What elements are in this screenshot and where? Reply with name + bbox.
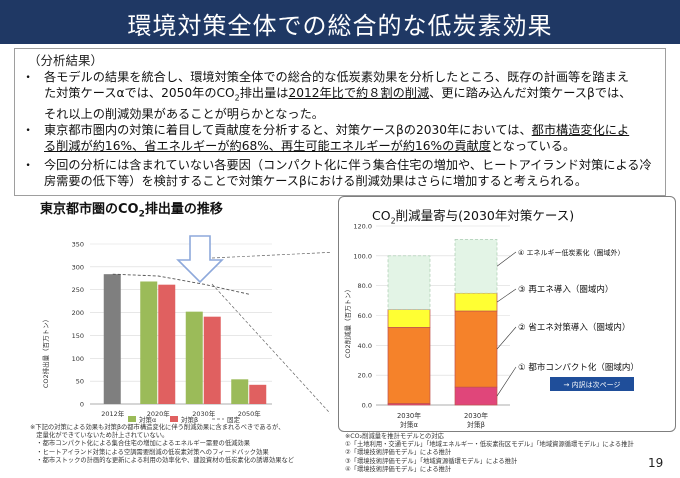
bar [140,281,158,404]
x-tick-label: 2030年 [192,409,216,418]
summary-label: （分析結果） [28,53,104,68]
bar [231,379,249,404]
note-line: ④「環境技術評価モデル」による推計 [345,465,452,473]
y-tick-label: 20.0 [358,372,372,380]
annotation-leader [496,288,517,303]
annotation-label: ④ エネルギー低炭素化（圏域外） [518,248,625,257]
connector-line [211,283,330,414]
xlabel-alpha-line1: 2030年 [397,411,421,420]
annotation-leader [496,366,517,397]
y-tick-label: 0.0 [362,402,372,410]
y-tick-label: 150 [72,332,84,340]
stacked-bar-segment [387,309,431,328]
legend-swatch-alpha [128,416,136,422]
y-tick-label: 0 [80,401,84,409]
annotation-leader [496,251,517,267]
right-chart-title: CO2削減量寄与(2030年対策ケース) [372,208,575,226]
y-tick-label: 40.0 [358,342,372,350]
note-line: 定量化ができていないため計上されていない。 [30,432,169,440]
page-number: 19 [648,456,664,470]
page-title: 環境対策全体での総合的な低炭素効果 [127,12,553,40]
legend-label-beta: 対策β [181,415,198,424]
xlabel-alpha-line2: 対策α [400,420,419,429]
annotation-leader [496,326,517,350]
legend-swatch-beta [170,416,178,422]
note-line: ※CO₂削減量を推計モデルとの対応 [345,433,444,440]
y-tick-label: 100 [72,355,84,363]
title-bar: 環境対策全体での総合的な低炭素効果 [0,0,680,44]
note-line: ①「土地利用・交通モデル」「地域エネルギー・低炭素街区モデル」「地域資源循環モデ… [345,441,634,449]
y-tick-label: 350 [72,241,84,249]
xlabel-beta-line2: 対策β [467,420,485,429]
y-tick-label: 80.0 [358,282,372,290]
x-tick-label: 2020年 [147,409,171,418]
stacked-bar-segment [387,255,431,310]
stacked-bar-segment [454,292,498,312]
bullet-1-line-1: 各モデルの結果を統合し、環境対策全体での総合的な低炭素効果を分析したところ、既存… [44,70,629,84]
bar [158,284,176,404]
xlabel-beta-line1: 2030年 [464,411,488,420]
y-tick-label: 250 [72,286,84,294]
right-chart: CO2削減量（百万トン） 0.0 20.0 40.0 60.0 80.0 100.0 120… [343,223,639,430]
left-chart-ylabel: CO2排出量（百万トン） [41,316,50,388]
bullet-mark: ・ [22,70,35,84]
legend-label-fixed: 固定 [227,415,241,424]
bullet-3-line-1: 今回の分析には含まれていない各要因（コンパクト化に伴う集合住宅の増加や、ヒートア… [44,158,652,172]
annotation-label: ③ 再エネ導入（圏域内） [518,284,613,295]
note-line: ③「環境技術評価モデル」「地域資源循環モデル」による推計 [345,457,518,465]
bullet-mark: ・ [22,123,35,137]
annotation-label: ① 都市コンパクト化（圏域内） [518,362,639,373]
right-notes: ※CO₂削減量を推計モデルとの対応 ①「土地利用・交通モデル」「地域エネルギー・… [345,433,634,474]
y-tick-label: 120.0 [353,223,372,231]
y-tick-label: 100.0 [353,252,372,260]
stacked-bar-segment [387,327,431,404]
connector-line [211,252,330,259]
stacked-bar-segment [454,386,498,406]
left-chart: CO2排出量（百万トン） 2012年 2020年 2030年 2050年 0 50 100… [41,235,330,424]
note-line: ・都市コンパクト化による集合住宅の増加によるエネルギー需要の低減効果 [30,440,251,448]
y-tick-label: 60.0 [358,312,372,320]
bullet-2-line-2: る削減が約16%、省エネルギーが約68%、再生可能エネルギーが約16%の貢献度と… [44,139,576,153]
bullet-mark: ・ [22,158,35,172]
note-line: ②「環境技術評価モデル」による推計 [345,449,452,457]
stacked-bar-segment [454,310,498,388]
note-line: ※下記の対策による効果も対策βの都市構造変化に伴う削減効果に含まれるべきであるが… [30,424,285,431]
stacked-bar-segment [454,239,498,294]
x-tick-label: 2012年 [101,409,125,418]
summary-box [14,48,666,196]
fixed-series-line [112,273,250,295]
right-xlabels: 2030年 対策α 2030年 対策β [397,411,488,429]
bullet-3-line-2: 房需要の低下等）を検討することで対策ケースβにおける削減効果はさらに増加すると考… [44,174,588,188]
left-chart-title: 東京都市圏のCO2排出量の推移 [40,202,223,220]
y-tick-label: 200 [72,309,84,317]
left-legend: 対策α 対策β 固定 [128,415,241,424]
note-line: ・ヒートアイランド対策による空調需要削減の低炭素対策へのフィードバック効果 [30,448,269,456]
bullet-1-line-2: た対策ケースαでは、2050年のCO2排出量は2012年比で約８割の削減、更に踏… [44,86,632,103]
bar [185,311,203,404]
next-page-detail-button[interactable] [550,377,634,391]
bar [103,274,121,404]
y-tick-label: 50 [76,378,84,386]
bar [249,384,267,404]
note-line: ・都市ストックの計画的な更新による利用の効率化や、建設資材の低炭素化の誘導効果な… [30,456,295,464]
down-arrow-icon [176,235,224,284]
legend-label-alpha: 対策α [139,415,156,424]
annotation-label: ② 省エネ対策導入（圏域内） [518,322,630,333]
bullet-1-line-3: それ以上の削減効果があることが明らかとなった。 [44,107,324,122]
bar [203,316,221,404]
next-page-detail-label: → 内訳は次ページ [564,380,621,389]
right-chart-ylabel: CO2削減量（百万トン） [343,286,352,358]
bullet-2-line-1: 東京都市圏内の対策に着目して貢献度を分析すると、対策ケースβの2030年において… [44,123,630,137]
y-tick-label: 300 [72,263,84,271]
x-tick-label: 2050年 [238,409,262,418]
left-notes: ※下記の対策による効果も対策βの都市構造変化に伴う削減効果に含まれるべきであるが… [30,424,294,465]
